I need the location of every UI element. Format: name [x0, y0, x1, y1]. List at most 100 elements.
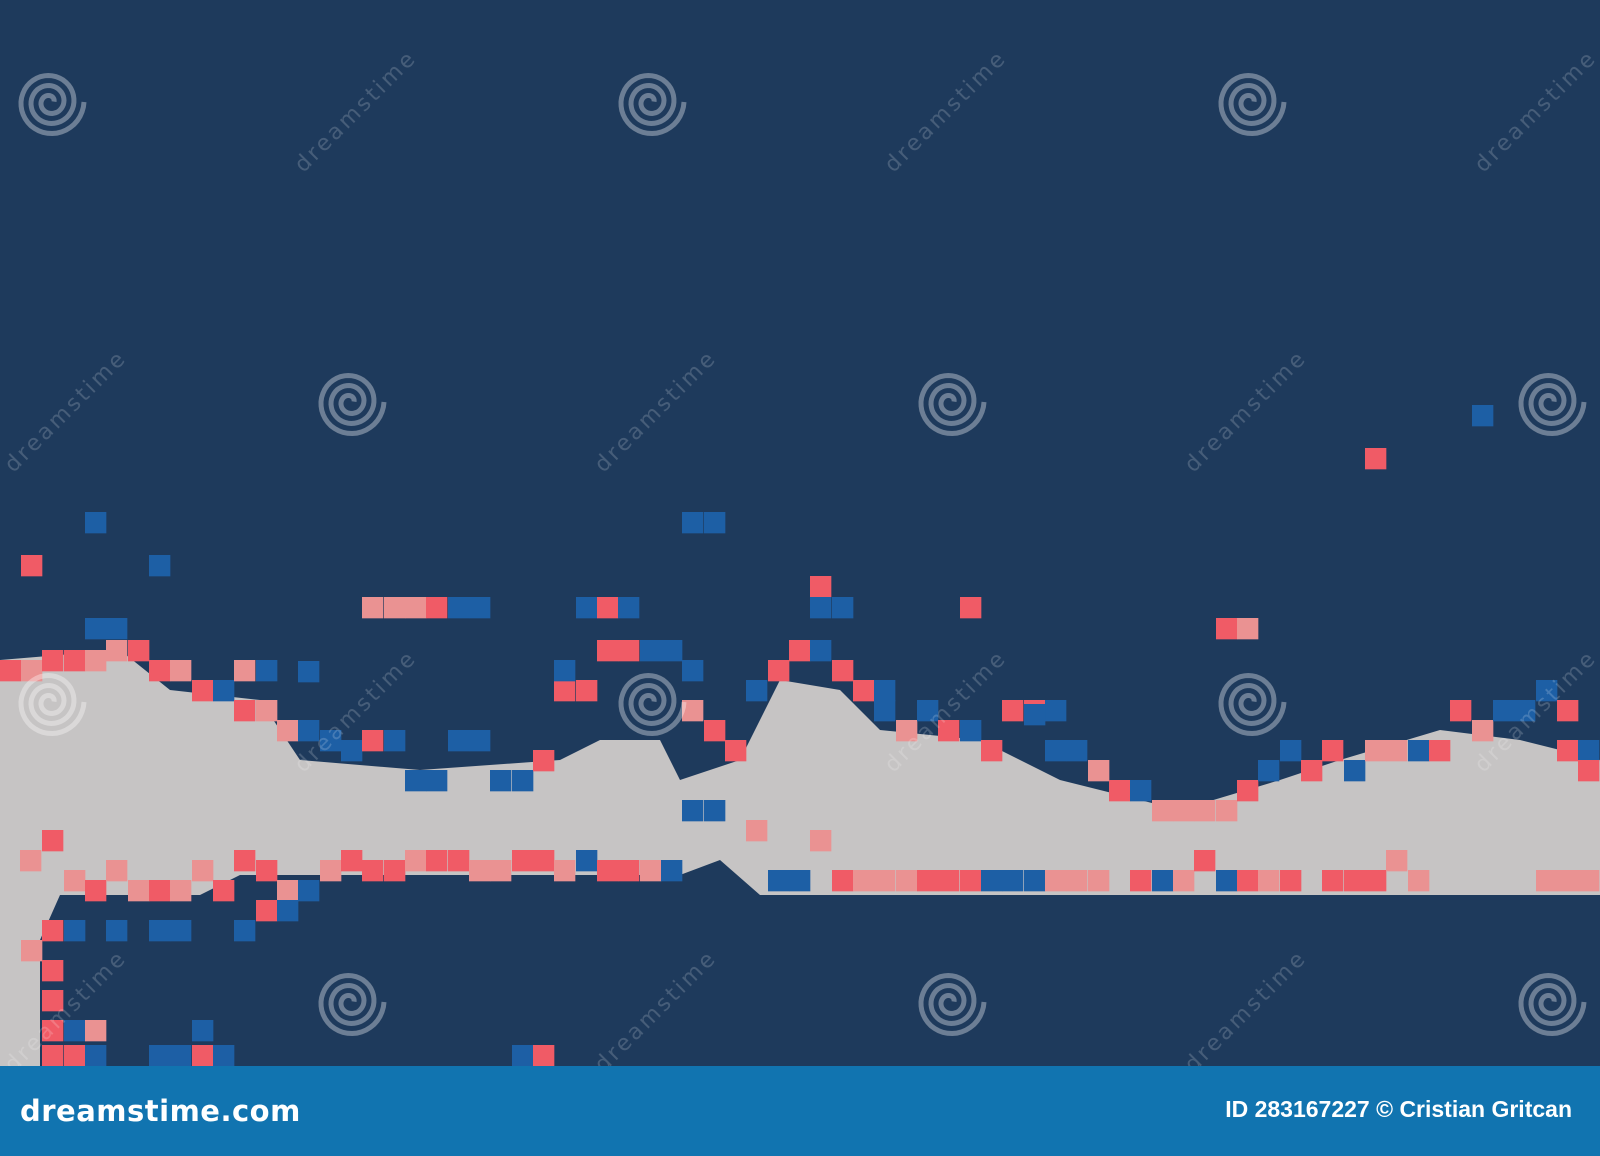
sky-sparkle-pixel: [426, 597, 448, 619]
footer-bar: dreamstime.com ID 283167227 © Cristian G…: [0, 1066, 1600, 1156]
band-edge-pixel: [917, 700, 939, 722]
band-edge-pixel: [938, 870, 960, 892]
band-edge-pixel: [533, 750, 555, 772]
stream-edge-pixel: [64, 1045, 86, 1066]
stream-edge-pixel: [149, 920, 171, 942]
band-edge-pixel: [85, 880, 107, 902]
band-edge-pixel: [704, 720, 726, 742]
stream-edge-pixel: [277, 900, 299, 922]
band-edge-pixel: [960, 720, 982, 742]
band-edge-pixel: [533, 850, 555, 872]
band-edge-pixel: [20, 850, 42, 872]
sky-sparkle-pixel: [362, 597, 384, 619]
band-edge-pixel: [1130, 870, 1152, 892]
pixel-art-canvas: [0, 405, 1600, 1066]
stream-edge-pixel: [192, 1020, 214, 1042]
sky-sparkle-pixel: [832, 597, 854, 619]
band-edge-pixel: [1280, 740, 1302, 762]
band-edge-pixel: [384, 730, 406, 752]
band-edge-pixel: [341, 850, 363, 872]
band-edge-pixel: [106, 860, 128, 882]
band-edge-pixel: [746, 820, 768, 842]
band-edge-pixel: [1536, 680, 1558, 702]
band-edge-pixel: [661, 640, 683, 662]
band-edge-pixel: [597, 860, 619, 882]
stream-edge-pixel: [42, 1045, 64, 1066]
band-edge-pixel: [554, 680, 576, 702]
band-edge-pixel: [1258, 760, 1280, 782]
band-edge-pixel: [874, 870, 896, 892]
band-edge-pixel: [448, 850, 470, 872]
sky-sparkle-pixel: [576, 597, 598, 619]
band-edge-pixel: [1152, 800, 1174, 822]
band-edge-pixel: [21, 660, 43, 682]
band-edge-pixel: [746, 680, 768, 702]
band-edge-pixel: [1536, 870, 1558, 892]
band-edge-pixel: [234, 660, 256, 682]
sky-sparkle-pixel: [597, 597, 619, 619]
band-edge-pixel: [362, 860, 384, 882]
footer-logo[interactable]: dreamstime.com: [20, 1094, 301, 1128]
band-edge-pixel: [426, 770, 448, 792]
band-edge-pixel: [682, 800, 704, 822]
band-edge-pixel: [1130, 780, 1152, 802]
band-edge-pixel: [1429, 740, 1451, 762]
band-edge-pixel: [554, 660, 576, 682]
band-edge-pixel: [1152, 870, 1174, 892]
band-edge-pixel: [405, 770, 427, 792]
band-edge-pixel: [1173, 800, 1195, 822]
band-edge-pixel: [1066, 870, 1088, 892]
band-edge-pixel: [1493, 700, 1515, 722]
sky-sparkle-pixel: [149, 555, 171, 577]
band-edge-pixel: [1557, 870, 1579, 892]
band-edge-pixel: [618, 640, 640, 662]
sky-sparkle-pixel: [1216, 618, 1238, 640]
band-edge-pixel: [170, 880, 192, 902]
band-edge-pixel: [85, 650, 107, 672]
band-edge-pixel: [1450, 700, 1472, 722]
band-edge-pixel: [490, 770, 512, 792]
sky-sparkle-pixel: [1237, 618, 1259, 640]
stream-edge-pixel: [149, 1045, 171, 1066]
band-edge-pixel: [1216, 870, 1238, 892]
sky-sparkle-pixel: [810, 597, 832, 619]
band-edge-pixel: [1002, 870, 1024, 892]
band-edge-pixel: [640, 860, 662, 882]
band-edge-pixel: [1386, 850, 1408, 872]
band-edge-pixel: [1280, 870, 1302, 892]
band-edge-pixel: [874, 700, 896, 722]
band-edge-pixel: [1301, 760, 1323, 782]
band-edge-pixel: [768, 660, 790, 682]
band-edge-pixel: [448, 730, 470, 752]
band-edge-pixel: [512, 770, 534, 792]
band-edge-pixel: [1557, 700, 1579, 722]
sky-sparkle-pixel: [810, 576, 832, 598]
band-edge-pixel: [1514, 700, 1536, 722]
band-edge-pixel: [704, 800, 726, 822]
stream-edge-pixel: [234, 920, 256, 942]
band-edge-pixel: [277, 880, 299, 902]
band-edge-pixel: [213, 680, 235, 702]
band-edge-pixel: [597, 640, 619, 662]
band-edge-pixel: [469, 860, 491, 882]
band-edge-pixel: [832, 870, 854, 892]
band-edge-pixel: [1578, 760, 1600, 782]
band-edge-pixel: [1194, 800, 1216, 822]
band-edge-pixel: [298, 720, 320, 742]
band-edge-pixel: [341, 740, 363, 762]
sky-sparkle-pixel: [469, 597, 491, 619]
band-edge-pixel: [213, 880, 235, 902]
band-edge-pixel: [256, 860, 278, 882]
band-edge-pixel: [896, 870, 918, 892]
band-edge-pixel: [640, 640, 662, 662]
band-edge-pixel: [426, 850, 448, 872]
stream-edge-pixel: [42, 960, 64, 982]
sky-sparkle-pixel: [682, 512, 704, 534]
stream-edge-pixel: [42, 1020, 64, 1042]
image-credit: ID 283167227 © Cristian Gritcan: [1225, 1096, 1572, 1122]
sky-sparkle-pixel: [448, 597, 470, 619]
stream-edge-pixel: [64, 1020, 86, 1042]
band-edge-pixel: [277, 720, 299, 742]
band-edge-pixel: [256, 700, 278, 722]
band-edge-pixel: [384, 860, 406, 882]
